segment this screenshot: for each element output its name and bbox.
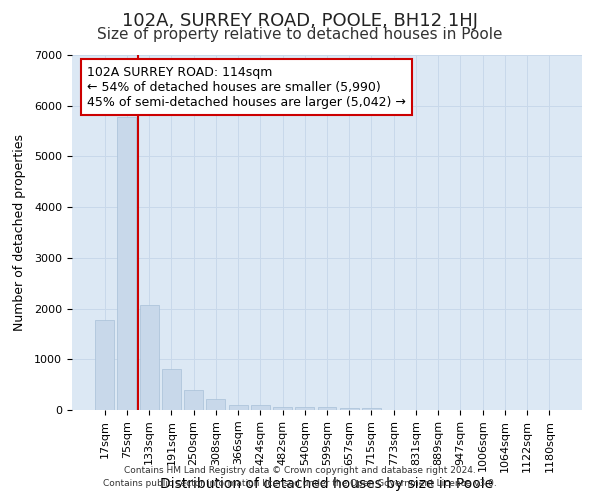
Bar [362, 408, 381, 410]
Bar [95, 320, 114, 410]
Bar [295, 407, 314, 410]
Text: Contains HM Land Registry data © Crown copyright and database right 2024.
Contai: Contains HM Land Registry data © Crown c… [103, 466, 497, 487]
Bar [162, 370, 181, 410]
Text: 102A SURREY ROAD: 114sqm
← 54% of detached houses are smaller (5,990)
45% of sem: 102A SURREY ROAD: 114sqm ← 54% of detach… [88, 66, 406, 108]
Y-axis label: Number of detached properties: Number of detached properties [13, 134, 26, 331]
X-axis label: Distribution of detached houses by size in Poole: Distribution of detached houses by size … [160, 478, 494, 492]
Bar [317, 408, 337, 410]
Bar [340, 408, 359, 410]
Text: Size of property relative to detached houses in Poole: Size of property relative to detached ho… [97, 28, 503, 42]
Bar [184, 390, 203, 410]
Bar [229, 404, 248, 410]
Bar [140, 305, 158, 410]
Bar [118, 118, 136, 410]
Text: 102A, SURREY ROAD, POOLE, BH12 1HJ: 102A, SURREY ROAD, POOLE, BH12 1HJ [122, 12, 478, 30]
Bar [251, 404, 270, 410]
Bar [273, 407, 292, 410]
Bar [206, 398, 225, 410]
